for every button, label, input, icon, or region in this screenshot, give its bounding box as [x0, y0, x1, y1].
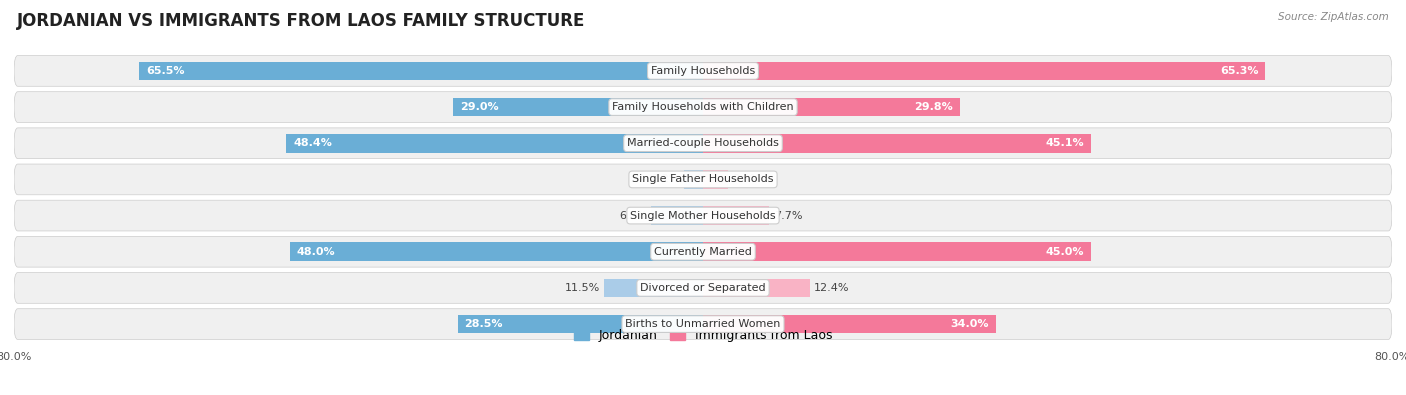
Text: Divorced or Separated: Divorced or Separated	[640, 283, 766, 293]
FancyBboxPatch shape	[14, 309, 1392, 339]
Text: Currently Married: Currently Married	[654, 247, 752, 257]
Bar	[453, 98, 703, 117]
Bar	[651, 206, 703, 225]
Text: 6.0%: 6.0%	[619, 211, 647, 220]
Bar	[139, 62, 703, 80]
Text: 11.5%: 11.5%	[564, 283, 599, 293]
Text: Births to Unmarried Women: Births to Unmarried Women	[626, 319, 780, 329]
Text: 28.5%: 28.5%	[464, 319, 503, 329]
Text: 29.8%: 29.8%	[914, 102, 953, 112]
Text: Source: ZipAtlas.com: Source: ZipAtlas.com	[1278, 12, 1389, 22]
Bar	[605, 278, 703, 297]
Text: 2.2%: 2.2%	[651, 175, 679, 184]
Text: Single Mother Households: Single Mother Households	[630, 211, 776, 220]
Text: 7.7%: 7.7%	[773, 211, 801, 220]
Bar	[287, 134, 703, 152]
Text: 12.4%: 12.4%	[814, 283, 849, 293]
Text: 2.9%: 2.9%	[733, 175, 761, 184]
FancyBboxPatch shape	[14, 92, 1392, 122]
FancyBboxPatch shape	[14, 273, 1392, 303]
Bar	[457, 315, 703, 333]
Text: 45.0%: 45.0%	[1045, 247, 1084, 257]
Text: Single Father Households: Single Father Households	[633, 175, 773, 184]
Text: Family Households: Family Households	[651, 66, 755, 76]
Bar	[703, 98, 960, 117]
Text: Family Households with Children: Family Households with Children	[612, 102, 794, 112]
Bar	[703, 134, 1091, 152]
Text: 45.1%: 45.1%	[1046, 138, 1084, 148]
Text: Married-couple Households: Married-couple Households	[627, 138, 779, 148]
Text: JORDANIAN VS IMMIGRANTS FROM LAOS FAMILY STRUCTURE: JORDANIAN VS IMMIGRANTS FROM LAOS FAMILY…	[17, 12, 585, 30]
Bar	[703, 170, 728, 189]
Bar	[703, 206, 769, 225]
Bar	[685, 170, 703, 189]
Text: 48.4%: 48.4%	[292, 138, 332, 148]
Bar	[703, 315, 995, 333]
Bar	[703, 62, 1265, 80]
FancyBboxPatch shape	[14, 200, 1392, 231]
FancyBboxPatch shape	[14, 164, 1392, 195]
Legend: Jordanian, Immigrants from Laos: Jordanian, Immigrants from Laos	[568, 324, 838, 347]
Text: 34.0%: 34.0%	[950, 319, 988, 329]
FancyBboxPatch shape	[14, 236, 1392, 267]
Bar	[703, 278, 810, 297]
Text: 48.0%: 48.0%	[297, 247, 335, 257]
Text: 65.5%: 65.5%	[146, 66, 184, 76]
Text: 29.0%: 29.0%	[460, 102, 499, 112]
Bar	[703, 243, 1091, 261]
Bar	[290, 243, 703, 261]
FancyBboxPatch shape	[14, 128, 1392, 159]
Text: 65.3%: 65.3%	[1220, 66, 1258, 76]
FancyBboxPatch shape	[14, 56, 1392, 86]
